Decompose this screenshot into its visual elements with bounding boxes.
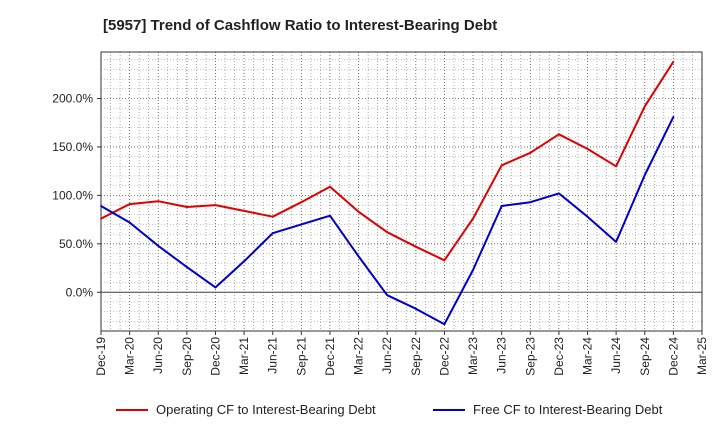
data-point [615, 240, 618, 243]
chart-title: [5957] Trend of Cashflow Ratio to Intere… [103, 17, 497, 34]
x-tick-label: Jun-23 [495, 337, 509, 374]
data-point [558, 192, 560, 195]
data-point [271, 215, 274, 218]
x-tick-label: Dec-21 [323, 337, 337, 376]
data-point [329, 214, 331, 217]
data-point [672, 116, 675, 118]
data-point [100, 205, 102, 207]
data-point [329, 185, 331, 188]
data-point [414, 245, 417, 248]
x-tick-label: Sep-21 [294, 337, 308, 376]
series-lines [100, 60, 675, 326]
grid [100, 52, 703, 331]
data-point [100, 217, 102, 220]
x-tick-label: Dec-22 [437, 337, 451, 376]
x-tick-label: Dec-23 [552, 337, 566, 376]
data-point [271, 232, 274, 235]
x-tick-label: Jun-21 [266, 337, 280, 374]
x-tick-label: Mar-24 [581, 337, 595, 375]
data-point [357, 210, 360, 213]
data-point [443, 323, 446, 326]
data-point [185, 266, 188, 268]
x-tick-label: Jun-24 [609, 337, 623, 374]
data-point [472, 269, 474, 271]
x-tick-label: Dec-24 [666, 337, 680, 376]
data-point [643, 174, 646, 176]
y-tick-label: 0.0% [66, 285, 94, 299]
data-point [243, 260, 245, 263]
data-point [500, 205, 503, 207]
data-point [185, 206, 188, 208]
data-point [386, 231, 389, 234]
y-tick-label: 50.0% [59, 237, 93, 251]
data-point [128, 221, 131, 224]
plot-frame [100, 51, 703, 332]
legend-label: Free CF to Interest-Bearing Debt [473, 402, 663, 417]
data-point [586, 215, 589, 218]
x-tick-label: Sep-20 [180, 337, 194, 376]
data-point [357, 255, 360, 258]
x-tick-label: Dec-19 [94, 337, 108, 376]
data-point [214, 204, 217, 206]
data-point [615, 165, 618, 168]
data-point [529, 201, 532, 204]
data-point [386, 294, 389, 297]
x-tick-label: Mar-25 [695, 337, 709, 375]
x-tick-label: Mar-21 [237, 337, 251, 375]
data-point [443, 259, 446, 262]
data-point [128, 203, 131, 205]
data-point [586, 147, 589, 150]
data-point [157, 244, 160, 247]
data-point [214, 286, 217, 289]
data-point [558, 133, 560, 136]
x-tick-label: Dec-20 [208, 337, 222, 376]
data-point [529, 151, 532, 154]
axes: 0.0% 50.0% 100.0% 150.0% 200.0% Dec-19 Mar-20 J… [52, 51, 709, 376]
legend: Operating CF to Interest-Bearing Debt Fre… [116, 402, 663, 417]
data-point [472, 217, 474, 220]
x-tick-label: Mar-22 [352, 337, 366, 375]
x-tick-label: Jun-22 [380, 337, 394, 374]
x-tick-label: Mar-20 [123, 337, 137, 375]
x-tick-label: Sep-24 [638, 337, 652, 376]
data-point [414, 307, 417, 310]
x-tick-label: Sep-23 [523, 337, 537, 376]
x-tick-label: Sep-22 [409, 337, 423, 376]
x-tick-label: Jun-20 [151, 337, 165, 374]
data-point [243, 209, 245, 212]
legend-label: Operating CF to Interest-Bearing Debt [156, 402, 376, 417]
data-point [500, 164, 503, 167]
data-point [300, 223, 303, 226]
x-tick-label: Mar-23 [466, 337, 480, 375]
y-tick-label: 100.0% [52, 188, 93, 202]
data-point [157, 200, 160, 203]
data-point [643, 105, 646, 108]
y-tick-label: 200.0% [52, 92, 93, 106]
data-point [672, 60, 675, 63]
data-point [300, 201, 303, 204]
y-tick-label: 150.0% [52, 140, 93, 154]
